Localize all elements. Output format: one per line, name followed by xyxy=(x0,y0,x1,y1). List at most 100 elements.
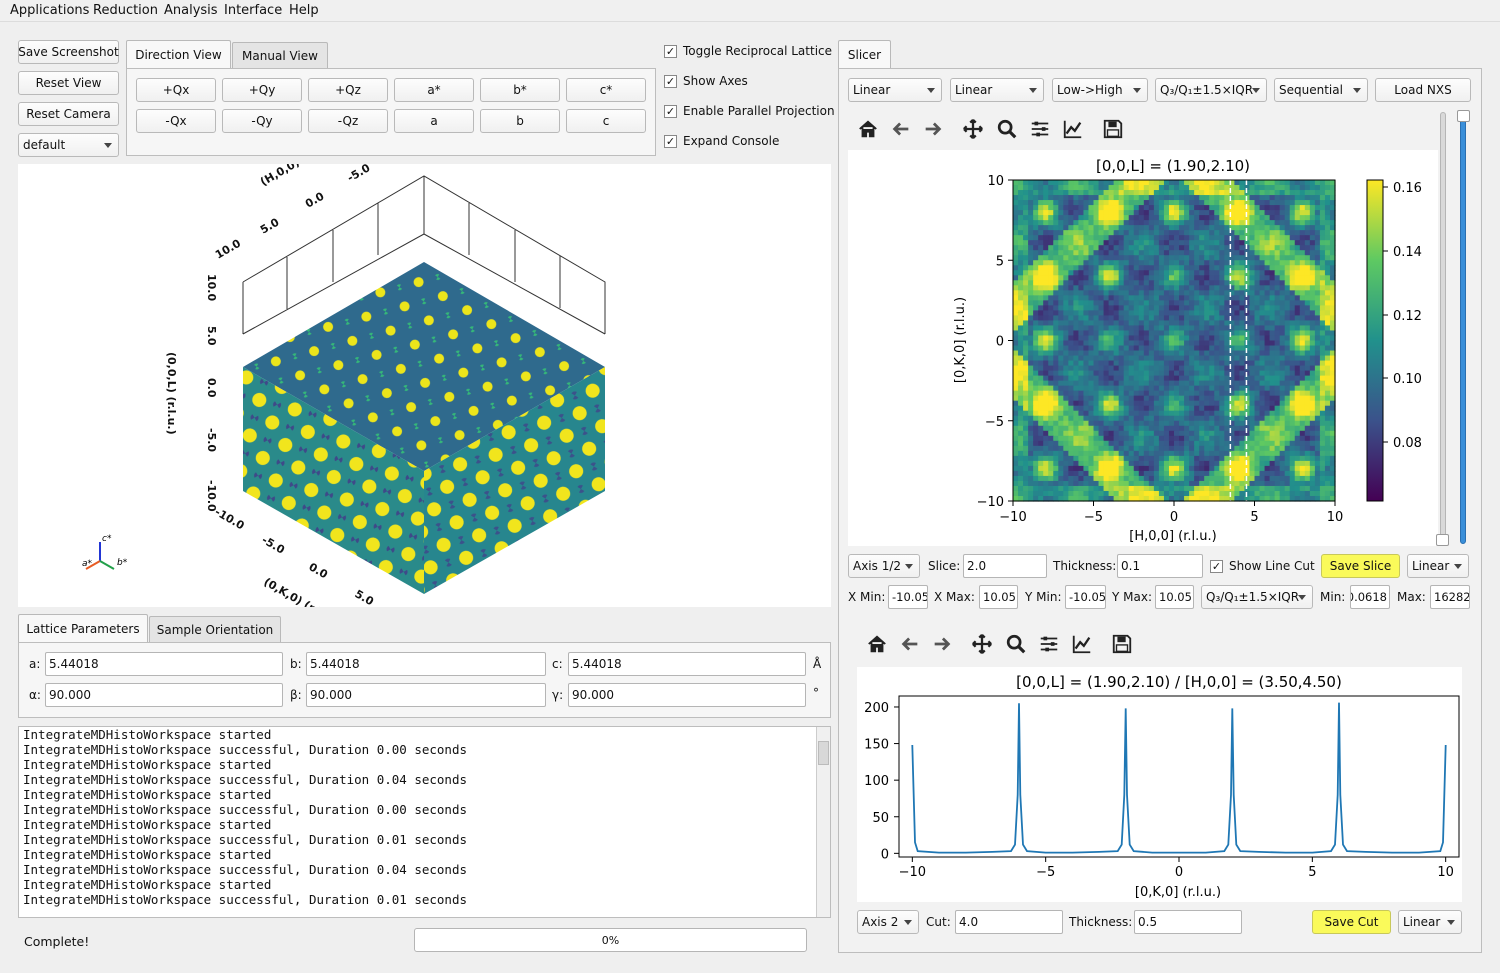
lattice-gamma-input[interactable]: 90.000 xyxy=(568,683,806,707)
expand-console-checkbox[interactable]: ✓ Expand Console xyxy=(664,134,779,148)
slice-input[interactable]: 2.0 xyxy=(963,554,1047,578)
direction-button-plus-qx[interactable]: +Qx xyxy=(136,78,216,102)
tab-slicer[interactable]: Slicer xyxy=(838,40,891,69)
forward-arrow-icon[interactable] xyxy=(921,117,945,141)
back-arrow-icon[interactable] xyxy=(889,117,913,141)
direction-button-b-star[interactable]: b* xyxy=(480,78,560,102)
heatmap-cell xyxy=(1219,260,1225,266)
direction-button-minus-qy[interactable]: -Qy xyxy=(222,109,302,133)
colormap-select[interactable]: Sequential xyxy=(1274,78,1368,102)
color-max-input[interactable]: 16282 xyxy=(1430,585,1470,609)
heatmap-cell xyxy=(1113,335,1120,342)
lattice-a-input[interactable]: 5.44018 xyxy=(45,652,283,676)
menu-reduction[interactable]: Reduction xyxy=(93,3,158,18)
ymin-input[interactable]: -10.05 xyxy=(1065,585,1106,609)
cut-scale-select[interactable]: Linear xyxy=(1398,910,1462,934)
heatmap-cell xyxy=(1234,240,1241,246)
slice-slider-track[interactable] xyxy=(1440,112,1446,544)
level-slider-track[interactable] xyxy=(1460,112,1466,544)
xmin-input[interactable]: -10.05 xyxy=(888,585,928,609)
pan-icon[interactable] xyxy=(961,117,985,141)
show-line-cut-checkbox[interactable]: ✓ Show Line Cut xyxy=(1210,559,1315,573)
tab-sample-orientation[interactable]: Sample Orientation xyxy=(149,616,281,642)
ymax-input[interactable]: 10.05 xyxy=(1155,585,1194,609)
direction-button-c[interactable]: c xyxy=(566,109,646,133)
parallel-projection-checkbox[interactable]: ✓ Enable Parallel Projection xyxy=(664,104,835,118)
edit-axis-icon[interactable] xyxy=(1061,117,1085,141)
heatmap-cell xyxy=(1138,320,1145,327)
back-arrow-icon[interactable] xyxy=(898,632,922,656)
zoom-icon[interactable] xyxy=(995,117,1019,141)
slice-slider-handle[interactable] xyxy=(1436,534,1449,546)
home-icon[interactable] xyxy=(865,632,889,656)
direction-button-a-star[interactable]: a* xyxy=(394,78,474,102)
heatmap-cell xyxy=(1148,190,1155,196)
home-icon[interactable] xyxy=(856,117,880,141)
save-icon[interactable] xyxy=(1101,117,1125,141)
xmax-input[interactable]: 10.05 xyxy=(979,585,1018,609)
3d-viewport[interactable]: (H,0,0) (r.l.u.) 10.0 5.0 0.0 -5.0 (0,0,… xyxy=(18,135,831,629)
scrollbar-thumb[interactable] xyxy=(818,741,829,765)
scale-select-1[interactable]: Linear xyxy=(848,78,942,102)
heatmap-cell xyxy=(1179,395,1185,402)
direction-button-plus-qz[interactable]: +Qz xyxy=(308,78,388,102)
menu-applications[interactable]: Applications xyxy=(10,3,90,18)
cut-thickness-input[interactable]: 0.5 xyxy=(1134,910,1242,934)
heatmap-cell xyxy=(1093,250,1100,256)
show-axes-checkbox[interactable]: ✓ Show Axes xyxy=(664,74,748,88)
pan-icon[interactable] xyxy=(970,632,994,656)
direction-button-minus-qx[interactable]: -Qx xyxy=(136,109,216,133)
tab-lattice-parameters[interactable]: Lattice Parameters xyxy=(18,614,148,643)
save-cut-button[interactable]: Save Cut xyxy=(1312,910,1391,934)
configure-icon[interactable] xyxy=(1037,632,1061,656)
zoom-icon[interactable] xyxy=(1004,632,1028,656)
reset-view-button[interactable]: Reset View xyxy=(18,71,119,95)
menu-interface[interactable]: Interface xyxy=(224,3,283,18)
menu-analysis[interactable]: Analysis xyxy=(164,3,218,18)
heatmap-cell xyxy=(1174,485,1180,492)
direction-button-c-star[interactable]: c* xyxy=(566,78,646,102)
cut-input[interactable]: 4.0 xyxy=(955,910,1063,934)
slice-plot[interactable]: [0,0,L] = (1.90,2.10) −10 −5 0 5 10 10 5 0 −5 −10… xyxy=(848,150,1438,546)
lattice-alpha-input[interactable]: 90.000 xyxy=(45,683,283,707)
order-select[interactable]: Low->High xyxy=(1052,78,1148,102)
edit-axis-icon[interactable] xyxy=(1070,632,1094,656)
console-scrollbar[interactable] xyxy=(816,727,830,917)
scale-select-2[interactable]: Linear xyxy=(950,78,1044,102)
level-slider-handle[interactable] xyxy=(1457,110,1470,122)
console-output[interactable]: IntegrateMDHistoWorkspace started Integr… xyxy=(18,726,831,918)
heatmap-cell xyxy=(1098,215,1105,221)
lattice-b-input[interactable]: 5.44018 xyxy=(306,652,546,676)
camera-preset-select[interactable]: default xyxy=(18,133,119,157)
save-slice-button[interactable]: Save Slice xyxy=(1321,554,1400,578)
lattice-c-input[interactable]: 5.44018 xyxy=(568,652,806,676)
tab-manual-view[interactable]: Manual View xyxy=(232,42,328,68)
slice-axis-select[interactable]: Axis 1/2 xyxy=(848,554,920,578)
slice-scale-select[interactable]: Linear xyxy=(1407,554,1469,578)
direction-button-a[interactable]: a xyxy=(394,109,474,133)
heatmap-cell xyxy=(1103,185,1110,191)
reset-camera-button[interactable]: Reset Camera xyxy=(18,102,119,126)
tab-direction-view[interactable]: Direction View xyxy=(126,40,231,69)
configure-icon[interactable] xyxy=(1028,117,1052,141)
tick-label: -5.0 xyxy=(205,428,218,452)
direction-button-minus-qz[interactable]: -Qz xyxy=(308,109,388,133)
triad-b-label: b* xyxy=(117,558,128,568)
limits-clim-select[interactable]: Q₃/Q₁±1.5×IQR xyxy=(1201,585,1313,609)
slice-thickness-input[interactable]: 0.1 xyxy=(1117,554,1203,578)
save-icon[interactable] xyxy=(1110,632,1134,656)
heatmap-cell xyxy=(1073,215,1080,221)
heatmap-cell xyxy=(1138,395,1145,402)
forward-arrow-icon[interactable] xyxy=(930,632,954,656)
lattice-beta-input[interactable]: 90.000 xyxy=(306,683,546,707)
color-min-input[interactable]: 0.0618 xyxy=(1350,585,1390,609)
save-screenshot-button[interactable]: Save Screenshot xyxy=(18,40,119,64)
clim-select[interactable]: Q₃/Q₁±1.5×IQR xyxy=(1155,78,1267,102)
cut-plot[interactable]: [0,0,L] = (1.90,2.10) / [H,0,0] = (3.50,… xyxy=(857,667,1462,902)
direction-button-b[interactable]: b xyxy=(480,109,560,133)
direction-button-plus-qy[interactable]: +Qy xyxy=(222,78,302,102)
toggle-reciprocal-lattice-checkbox[interactable]: ✓ Toggle Reciprocal Lattice xyxy=(664,44,832,58)
cut-axis-select[interactable]: Axis 2 xyxy=(857,910,919,934)
load-nxs-button[interactable]: Load NXS xyxy=(1375,78,1471,102)
menu-help[interactable]: Help xyxy=(289,3,319,18)
